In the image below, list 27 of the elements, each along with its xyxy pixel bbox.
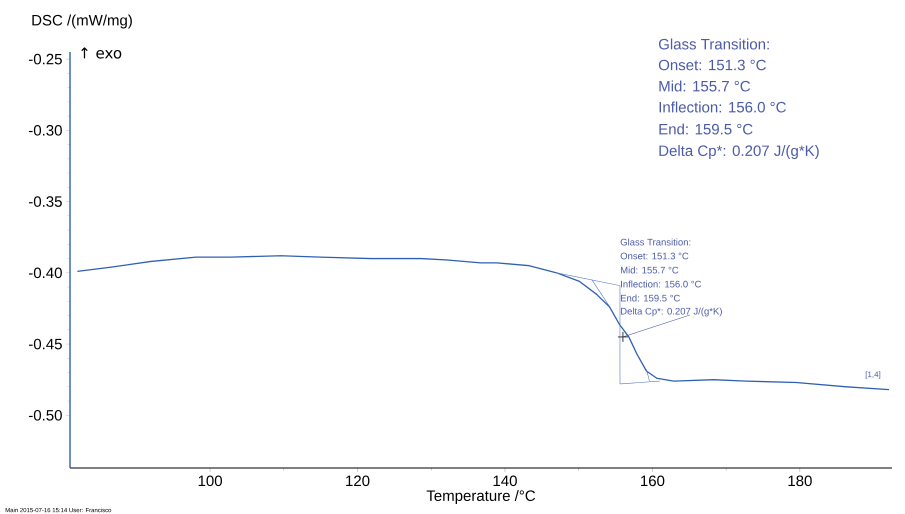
- annotation: End: 159.5 °C: [659, 123, 753, 134]
- annotation: Inflection: 156.0 °C: [621, 280, 702, 288]
- x-tick-label: 140: [494, 476, 517, 486]
- annotation: Glass Transition:: [620, 238, 690, 246]
- x-tick-label: 160: [641, 476, 664, 486]
- annotation: Onset: 151.3 °C: [620, 252, 688, 260]
- y-tick-label: -0.50: [28, 410, 62, 421]
- y-tick-label: -0.40: [28, 268, 62, 278]
- annotation: Inflection: 156.0 °C: [660, 101, 786, 112]
- x-tick-label: 120: [346, 476, 370, 486]
- annotation: Mid: 155.7 °C: [659, 80, 750, 92]
- annotation: Onset: 151.3 °C: [658, 60, 766, 70]
- y-axis-title: DSC /(mW/mg): [32, 14, 132, 28]
- x-tick-label: 180: [788, 476, 812, 486]
- annotation: Delta Cp*: 0.207 J/(g*K): [659, 145, 819, 159]
- annotation: Mid: 155.7 °C: [620, 266, 678, 274]
- x-axis-title: Temperature /°C: [426, 490, 536, 504]
- y-tick-label: -0.35: [28, 196, 62, 207]
- annotation: Delta Cp*: 0.207 J/(g*K): [620, 308, 722, 316]
- x-tick-label: 100: [198, 476, 222, 486]
- y-tick-label: -0.45: [28, 338, 62, 350]
- text: Glass Transition:: [658, 38, 769, 50]
- y-tick-label: -0.30: [28, 125, 62, 136]
- annotation: End: 159.5 °C: [620, 294, 680, 302]
- y-tick-label: -0.25: [28, 54, 62, 64]
- annotation: ↑ exo: [81, 47, 122, 59]
- annotation: [1,4]: [866, 371, 880, 379]
